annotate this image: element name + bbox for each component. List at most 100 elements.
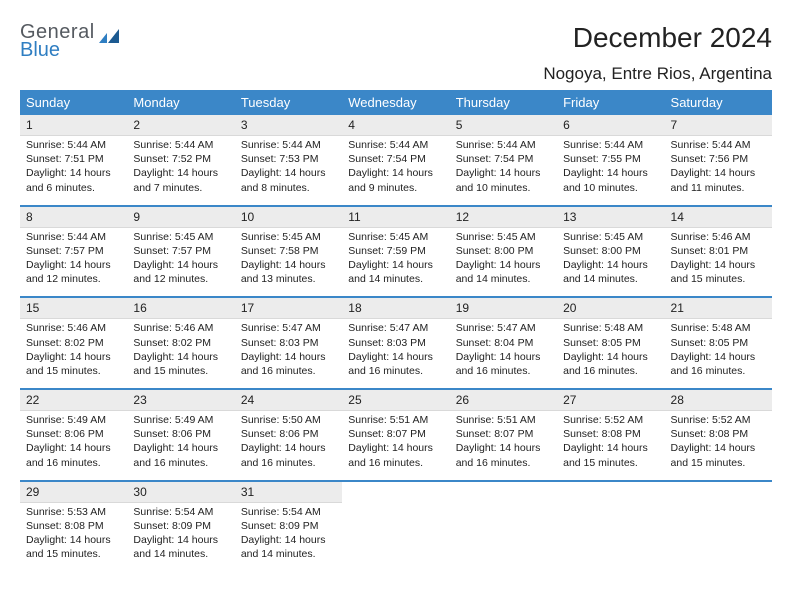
day-number: 13 (557, 207, 664, 228)
day-info: Sunrise: 5:44 AMSunset: 7:55 PMDaylight:… (557, 136, 664, 205)
day-number: 4 (342, 115, 449, 136)
daylight-label: Daylight: 14 hours and 12 minutes. (133, 258, 228, 286)
day-number: 21 (665, 298, 772, 319)
sunset-label: Sunset: 8:03 PM (241, 336, 336, 350)
day-number: 15 (20, 298, 127, 319)
dow-cell: Sunday (20, 90, 127, 115)
day-number: 1 (20, 115, 127, 136)
daylight-label: Daylight: 14 hours and 16 minutes. (456, 350, 551, 378)
day-info: Sunrise: 5:45 AMSunset: 7:57 PMDaylight:… (127, 227, 234, 296)
day-number (342, 482, 449, 503)
month-title: December 2024 (543, 22, 772, 54)
sunset-label: Sunset: 8:06 PM (133, 427, 228, 441)
sunrise-label: Sunrise: 5:53 AM (26, 505, 121, 519)
daylight-label: Daylight: 14 hours and 15 minutes. (671, 258, 766, 286)
day-number: 26 (450, 390, 557, 411)
logo-mark-icon (97, 25, 125, 58)
daynum-row: 1234567 (20, 115, 772, 136)
day-info: Sunrise: 5:45 AMSunset: 8:00 PMDaylight:… (450, 227, 557, 296)
daylight-label: Daylight: 14 hours and 14 minutes. (133, 533, 228, 561)
day-number: 7 (665, 115, 772, 136)
calendar-table: SundayMondayTuesdayWednesdayThursdayFrid… (20, 90, 772, 571)
sunrise-label: Sunrise: 5:45 AM (348, 230, 443, 244)
sunset-label: Sunset: 8:05 PM (563, 336, 658, 350)
daylight-label: Daylight: 14 hours and 11 minutes. (671, 166, 766, 194)
day-info: Sunrise: 5:49 AMSunset: 8:06 PMDaylight:… (20, 411, 127, 480)
sunset-label: Sunset: 8:09 PM (241, 519, 336, 533)
daylight-label: Daylight: 14 hours and 16 minutes. (26, 441, 121, 469)
day-info: Sunrise: 5:44 AMSunset: 7:57 PMDaylight:… (20, 227, 127, 296)
dow-cell: Wednesday (342, 90, 449, 115)
day-info: Sunrise: 5:46 AMSunset: 8:01 PMDaylight:… (665, 227, 772, 296)
day-number: 30 (127, 482, 234, 503)
day-info (665, 502, 772, 571)
sunrise-label: Sunrise: 5:44 AM (241, 138, 336, 152)
sunrise-label: Sunrise: 5:45 AM (456, 230, 551, 244)
day-info: Sunrise: 5:47 AMSunset: 8:03 PMDaylight:… (235, 319, 342, 388)
day-info: Sunrise: 5:54 AMSunset: 8:09 PMDaylight:… (235, 502, 342, 571)
sunrise-label: Sunrise: 5:52 AM (563, 413, 658, 427)
daylight-label: Daylight: 14 hours and 15 minutes. (563, 441, 658, 469)
daylight-label: Daylight: 14 hours and 7 minutes. (133, 166, 228, 194)
day-info: Sunrise: 5:52 AMSunset: 8:08 PMDaylight:… (557, 411, 664, 480)
daynum-row: 15161718192021 (20, 298, 772, 319)
logo-text: General Blue (20, 22, 95, 60)
day-number: 18 (342, 298, 449, 319)
daylight-label: Daylight: 14 hours and 14 minutes. (563, 258, 658, 286)
daylight-label: Daylight: 14 hours and 9 minutes. (348, 166, 443, 194)
info-row: Sunrise: 5:53 AMSunset: 8:08 PMDaylight:… (20, 502, 772, 571)
sunset-label: Sunset: 8:00 PM (563, 244, 658, 258)
day-number: 31 (235, 482, 342, 503)
info-row: Sunrise: 5:49 AMSunset: 8:06 PMDaylight:… (20, 411, 772, 480)
daylight-label: Daylight: 14 hours and 15 minutes. (26, 533, 121, 561)
day-info: Sunrise: 5:45 AMSunset: 8:00 PMDaylight:… (557, 227, 664, 296)
dow-cell: Thursday (450, 90, 557, 115)
sunset-label: Sunset: 7:59 PM (348, 244, 443, 258)
daynum-row: 293031 (20, 482, 772, 503)
day-number: 27 (557, 390, 664, 411)
day-number: 22 (20, 390, 127, 411)
daylight-label: Daylight: 14 hours and 16 minutes. (563, 350, 658, 378)
daylight-label: Daylight: 14 hours and 16 minutes. (456, 441, 551, 469)
daylight-label: Daylight: 14 hours and 16 minutes. (348, 350, 443, 378)
daylight-label: Daylight: 14 hours and 8 minutes. (241, 166, 336, 194)
sunrise-label: Sunrise: 5:44 AM (563, 138, 658, 152)
info-row: Sunrise: 5:44 AMSunset: 7:57 PMDaylight:… (20, 227, 772, 296)
sunset-label: Sunset: 7:56 PM (671, 152, 766, 166)
day-info: Sunrise: 5:53 AMSunset: 8:08 PMDaylight:… (20, 502, 127, 571)
day-number: 8 (20, 207, 127, 228)
day-info: Sunrise: 5:44 AMSunset: 7:51 PMDaylight:… (20, 136, 127, 205)
day-number: 24 (235, 390, 342, 411)
daylight-label: Daylight: 14 hours and 16 minutes. (348, 441, 443, 469)
day-number: 20 (557, 298, 664, 319)
daylight-label: Daylight: 14 hours and 10 minutes. (563, 166, 658, 194)
sunrise-label: Sunrise: 5:47 AM (241, 321, 336, 335)
day-info: Sunrise: 5:51 AMSunset: 8:07 PMDaylight:… (450, 411, 557, 480)
sunset-label: Sunset: 7:57 PM (133, 244, 228, 258)
sunset-label: Sunset: 8:06 PM (26, 427, 121, 441)
page-root: General Blue December 2024 Nogoya, Entre… (0, 0, 792, 571)
day-info: Sunrise: 5:52 AMSunset: 8:08 PMDaylight:… (665, 411, 772, 480)
sunset-label: Sunset: 8:09 PM (133, 519, 228, 533)
sunset-label: Sunset: 8:08 PM (563, 427, 658, 441)
sunrise-label: Sunrise: 5:44 AM (456, 138, 551, 152)
day-number: 23 (127, 390, 234, 411)
sunrise-label: Sunrise: 5:48 AM (671, 321, 766, 335)
sunrise-label: Sunrise: 5:54 AM (241, 505, 336, 519)
day-info: Sunrise: 5:51 AMSunset: 8:07 PMDaylight:… (342, 411, 449, 480)
daylight-label: Daylight: 14 hours and 15 minutes. (26, 350, 121, 378)
sunset-label: Sunset: 8:05 PM (671, 336, 766, 350)
sunrise-label: Sunrise: 5:47 AM (456, 321, 551, 335)
day-info: Sunrise: 5:46 AMSunset: 8:02 PMDaylight:… (127, 319, 234, 388)
sunset-label: Sunset: 8:08 PM (671, 427, 766, 441)
day-number (450, 482, 557, 503)
daylight-label: Daylight: 14 hours and 16 minutes. (133, 441, 228, 469)
sunrise-label: Sunrise: 5:50 AM (241, 413, 336, 427)
info-row: Sunrise: 5:46 AMSunset: 8:02 PMDaylight:… (20, 319, 772, 388)
day-number: 28 (665, 390, 772, 411)
day-info: Sunrise: 5:47 AMSunset: 8:03 PMDaylight:… (342, 319, 449, 388)
day-info: Sunrise: 5:50 AMSunset: 8:06 PMDaylight:… (235, 411, 342, 480)
daylight-label: Daylight: 14 hours and 16 minutes. (241, 441, 336, 469)
daylight-label: Daylight: 14 hours and 16 minutes. (671, 350, 766, 378)
daylight-label: Daylight: 14 hours and 16 minutes. (241, 350, 336, 378)
